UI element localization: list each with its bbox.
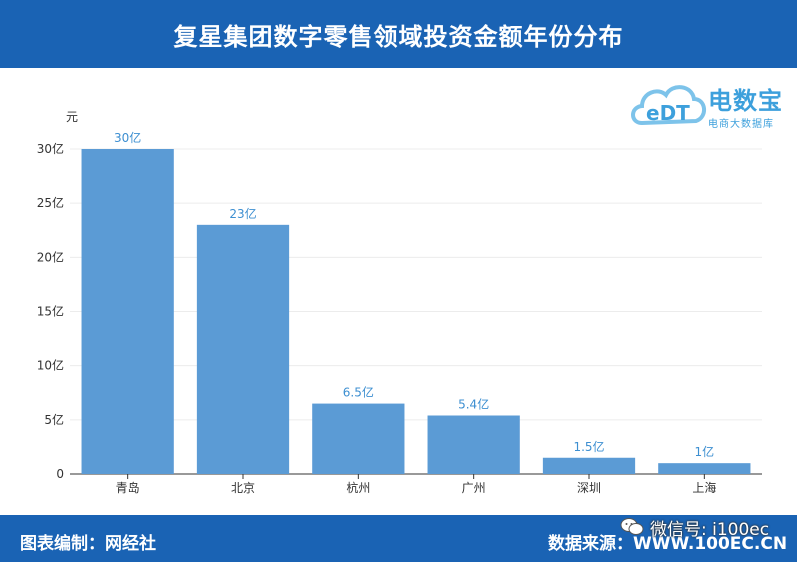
gridlines [70,148,762,421]
y-tick-label: 0 [56,467,64,481]
watermark: 微信号: i100ec [620,512,769,542]
x-tick-label: 北京 [231,481,255,495]
y-axis-ticks: 0 5亿 10亿 15亿 20亿 25亿 30亿 [37,141,64,481]
y-tick-label: 5亿 [44,412,64,427]
logo-name: 电数宝 [708,87,783,115]
title-banner: 复星集团数字零售领域投资金额年份分布 [0,0,797,68]
watermark-text: 微信号: i100ec [650,519,770,540]
data-label: 5.4亿 [458,397,489,412]
y-tick-label: 20亿 [37,249,64,264]
x-tick-label: 深圳 [577,481,601,495]
bar-1 [81,149,174,474]
y-axis-unit-label: 元 [66,110,78,124]
data-label: 6.5亿 [343,385,374,400]
data-labels: 30亿 23亿 6.5亿 5.4亿 1.5亿 1亿 [114,130,714,459]
chart-title: 复星集团数字零售领域投资金额年份分布 [173,22,624,51]
bar-chart: 元 0 5亿 10亿 15亿 20亿 25亿 30亿 30亿 23亿 6.5亿 5.4亿 1.5亿 1… [37,110,762,495]
axes: 元 [66,110,762,475]
footer-credit: 图表编制：网经社 [20,534,156,554]
x-tick-label: 广州 [462,481,486,495]
bar-4 [427,415,520,474]
data-label: 23亿 [229,206,256,221]
x-tick-label: 青岛 [116,480,140,495]
logo: eDT 电数宝 电商大数据库 [628,73,793,135]
data-label: 1亿 [695,444,715,459]
logo-mark-text: eDT [646,101,690,125]
y-tick-label: 30亿 [37,141,64,156]
data-label: 1.5亿 [573,439,604,454]
bar-6 [658,463,751,474]
footer-bar: 图表编制：网经社 数据来源：WWW.100EC.CN [0,515,797,562]
x-tick-label: 杭州 [346,480,370,495]
y-tick-label: 10亿 [37,358,64,373]
bar-2 [196,224,290,474]
bars [81,149,751,474]
x-axis-ticks: 青岛 北京 杭州 广州 深圳 上海 [116,474,716,495]
bar-3 [312,403,405,474]
y-tick-label: 15亿 [37,304,64,319]
bar-5 [542,457,636,474]
y-tick-label: 25亿 [37,195,64,210]
cloud-logo-icon: eDT [631,85,706,126]
wechat-icon [620,518,644,535]
logo-subtitle: 电商大数据库 [708,119,774,130]
footer-source: 数据来源：WWW.100EC.CN [548,534,788,554]
x-tick-label: 上海 [692,480,716,495]
data-label: 30亿 [114,130,141,145]
